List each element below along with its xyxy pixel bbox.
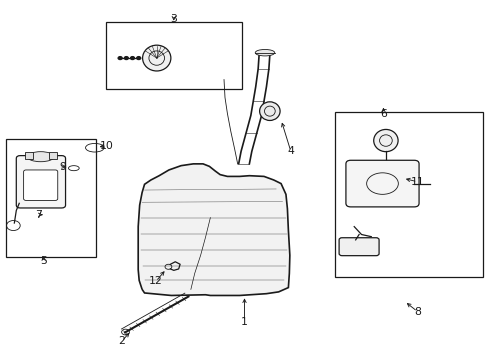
FancyBboxPatch shape bbox=[16, 156, 65, 208]
Text: 3: 3 bbox=[170, 14, 177, 24]
Text: 12: 12 bbox=[148, 276, 163, 287]
Circle shape bbox=[118, 57, 122, 59]
Text: 11: 11 bbox=[410, 177, 424, 187]
Text: 6: 6 bbox=[379, 109, 386, 119]
Text: 9: 9 bbox=[60, 162, 66, 172]
Bar bbox=[49, 152, 57, 159]
Circle shape bbox=[137, 57, 141, 59]
Text: 4: 4 bbox=[287, 146, 294, 156]
Ellipse shape bbox=[142, 45, 170, 71]
PathPatch shape bbox=[138, 164, 289, 296]
Text: 8: 8 bbox=[413, 307, 420, 316]
Text: 7: 7 bbox=[35, 210, 42, 220]
Text: 5: 5 bbox=[40, 256, 47, 266]
Circle shape bbox=[130, 57, 134, 59]
Bar bbox=[5, 139, 96, 257]
Ellipse shape bbox=[255, 49, 274, 56]
Ellipse shape bbox=[259, 102, 280, 121]
Ellipse shape bbox=[373, 130, 397, 152]
Text: 2: 2 bbox=[118, 336, 125, 346]
Text: 10: 10 bbox=[100, 140, 114, 150]
FancyBboxPatch shape bbox=[338, 238, 378, 256]
FancyBboxPatch shape bbox=[23, 170, 58, 201]
Bar bbox=[334, 112, 483, 277]
Ellipse shape bbox=[27, 152, 54, 162]
FancyBboxPatch shape bbox=[345, 160, 418, 207]
Text: 1: 1 bbox=[241, 317, 247, 327]
Circle shape bbox=[124, 57, 128, 59]
Bar bbox=[105, 22, 242, 89]
Bar bbox=[25, 152, 33, 159]
